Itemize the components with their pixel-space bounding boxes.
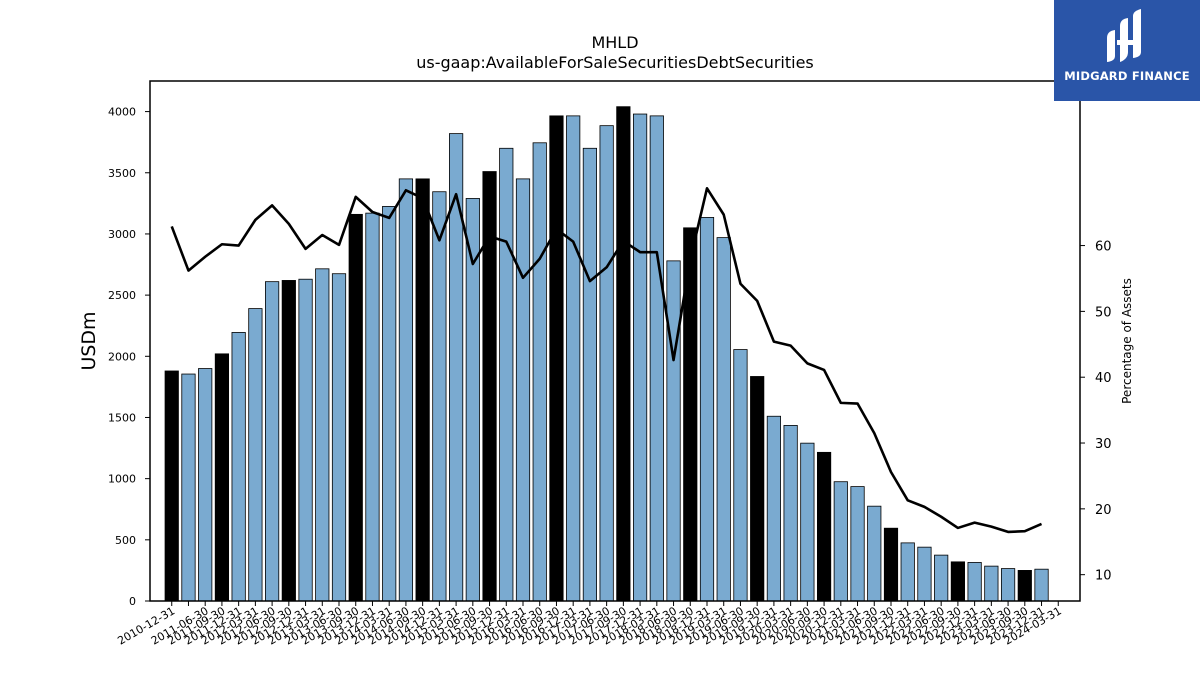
bar (716, 237, 731, 602)
bar (331, 273, 347, 602)
bar (315, 268, 330, 602)
bar (633, 113, 648, 602)
y-tick-label: 2500 (108, 289, 136, 302)
bar (265, 281, 280, 602)
bar (783, 425, 798, 602)
bar (432, 191, 447, 602)
bar (1017, 570, 1032, 602)
bar (566, 115, 581, 602)
y-axis-right: 10 20 30 40 50 60 (1080, 240, 1112, 584)
y-tick-label: 4000 (108, 106, 136, 119)
bar (900, 542, 915, 602)
bar (248, 308, 263, 602)
bar (499, 147, 514, 602)
bar (599, 125, 614, 602)
bar-group (164, 106, 1049, 602)
y-tick-label: 3000 (108, 228, 136, 241)
bar (649, 115, 664, 602)
bar (934, 554, 949, 602)
bar (1000, 568, 1016, 602)
y-tick-label: 500 (115, 534, 136, 547)
bar (164, 370, 179, 602)
y-tick-label: 0 (129, 595, 136, 608)
bar (733, 349, 748, 602)
y-axis-left: 0 500 1000 1500 2000 2500 3000 3500 4000 (108, 106, 150, 608)
bar (398, 178, 414, 602)
bar (365, 212, 380, 602)
y-tick-label: 2000 (108, 350, 136, 363)
y-tick-label: 1500 (108, 411, 136, 424)
y2-axis-label: Percentage of Assets (1120, 278, 1134, 404)
y2-tick-label: 10 (1095, 569, 1112, 584)
chart-title: MHLD (591, 33, 638, 52)
bar (816, 451, 832, 602)
bar (231, 332, 246, 602)
bar (984, 565, 999, 602)
y-axis-label: USDm (78, 311, 100, 370)
bar (950, 561, 965, 602)
bar (883, 527, 899, 602)
logo-mark-icon (1107, 9, 1141, 62)
bar (214, 353, 230, 602)
y2-tick-label: 20 (1095, 503, 1112, 518)
bar (850, 486, 865, 602)
y2-tick-label: 50 (1095, 305, 1112, 320)
bar (917, 546, 932, 602)
y-tick-label: 3500 (108, 167, 136, 180)
bar (181, 373, 196, 602)
bar (415, 178, 430, 602)
bar (198, 368, 213, 602)
bar (515, 178, 531, 602)
brand-name: MIDGARD FINANCE (1064, 69, 1190, 83)
bar (666, 260, 681, 602)
plot-frame (149, 80, 1081, 602)
bar (382, 206, 397, 602)
bar (699, 217, 715, 602)
bar (616, 106, 631, 602)
y2-tick-label: 60 (1095, 240, 1112, 255)
brand-logo: MIDGARD FINANCE (1054, 0, 1200, 101)
bar (532, 142, 547, 602)
x-axis: 2010-12-312011-06-302011-09-302011-12-31… (115, 601, 1064, 648)
y2-tick-label: 30 (1095, 437, 1112, 452)
bar (1034, 568, 1049, 602)
bar (549, 115, 564, 602)
y-tick-label: 1000 (108, 473, 136, 486)
bar (766, 415, 781, 602)
bar (348, 213, 363, 602)
y2-tick-label: 40 (1095, 371, 1112, 386)
bar (800, 442, 815, 602)
series-line (170, 186, 1043, 534)
bar (281, 280, 296, 602)
bar (867, 505, 882, 602)
bar (582, 147, 597, 602)
line-group (170, 186, 1043, 534)
bar (298, 278, 313, 602)
chart-subtitle: us-gaap:AvailableForSaleSecuritiesDebtSe… (416, 53, 814, 72)
bar (750, 376, 765, 602)
bar (967, 562, 982, 602)
bar (833, 481, 848, 602)
